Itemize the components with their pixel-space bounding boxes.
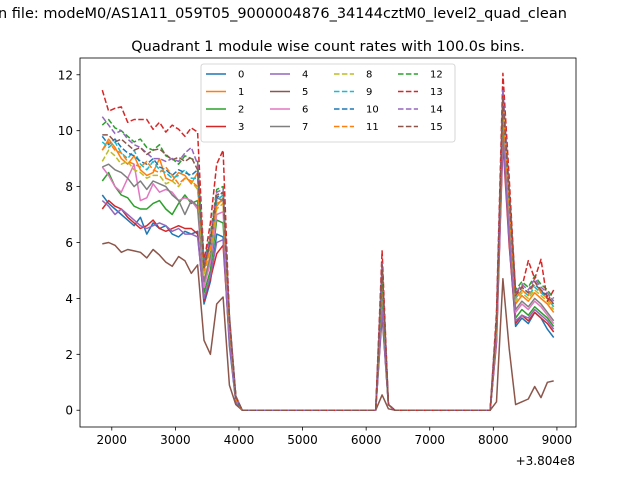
legend-label-6: 6 xyxy=(302,105,308,116)
x-offset-text: +3.804e8 xyxy=(516,454,575,468)
legend-label-10: 10 xyxy=(366,105,379,116)
x-tick-label: 8000 xyxy=(478,433,509,447)
x-tick-label: 4000 xyxy=(224,433,255,447)
series-layer xyxy=(101,72,555,411)
legend-label-11: 11 xyxy=(366,122,379,133)
legend-label-8: 8 xyxy=(366,70,372,81)
legend-label-9: 9 xyxy=(366,87,372,98)
y-tick-label: 10 xyxy=(58,124,73,138)
y-tick-label: 12 xyxy=(58,68,73,82)
x-tick-label: 5000 xyxy=(287,433,318,447)
legend-label-1: 1 xyxy=(238,87,244,98)
y-tick-label: 8 xyxy=(65,180,73,194)
x-tick-label: 3000 xyxy=(160,433,191,447)
chart-title: Quadrant 1 module wise count rates with … xyxy=(131,39,525,55)
legend-label-4: 4 xyxy=(302,70,308,81)
y-tick-label: 6 xyxy=(65,236,73,250)
figure-suptitle: n file: modeM0/AS1A11_059T05_9000004876_… xyxy=(0,6,567,22)
y-tick-label: 0 xyxy=(65,404,73,418)
legend-label-14: 14 xyxy=(430,105,443,116)
series-line-14 xyxy=(101,88,555,411)
x-tick-label: 7000 xyxy=(414,433,445,447)
legend-label-2: 2 xyxy=(238,105,244,116)
plot-area: 2000 3000 4000 5000 6000 7000 8000 900002468101… xyxy=(58,57,577,447)
legend-label-7: 7 xyxy=(302,122,308,133)
legend-label-5: 5 xyxy=(302,87,308,98)
legend-label-0: 0 xyxy=(238,70,244,81)
legend-label-13: 13 xyxy=(430,87,443,98)
legend-label-15: 15 xyxy=(430,122,443,133)
legend-label-12: 12 xyxy=(430,70,443,81)
x-tick-label: 2000 xyxy=(97,433,128,447)
x-tick-label: 6000 xyxy=(351,433,382,447)
x-tick-label: 9000 xyxy=(542,433,573,447)
y-tick-label: 2 xyxy=(65,348,73,362)
legend-label-3: 3 xyxy=(238,122,244,133)
legend-frame xyxy=(200,63,456,143)
axes-layer: 2000 3000 4000 5000 6000 7000 8000 900002468101… xyxy=(58,57,577,447)
y-tick-label: 4 xyxy=(65,292,73,306)
